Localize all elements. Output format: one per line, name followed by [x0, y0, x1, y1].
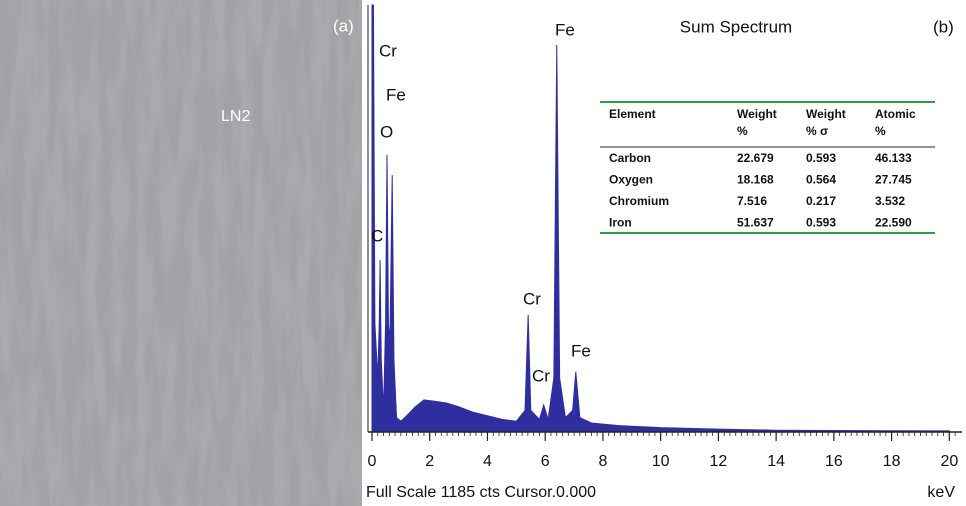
table-cell: 51.637: [737, 216, 774, 230]
footer: Full Scale 1185 cts Cursor.0.000: [366, 484, 596, 501]
peak-label: Fe: [571, 341, 591, 360]
table-subheader: %: [737, 124, 748, 138]
table-subheader: % σ: [806, 124, 828, 138]
table-cell: 7.516: [737, 194, 767, 208]
table-cell: 27.745: [875, 173, 912, 187]
table-cell: Oxygen: [609, 173, 653, 187]
table-cell: 0.564: [806, 173, 836, 187]
table-subheader: %: [875, 124, 886, 138]
x-tick-label: 2: [425, 453, 434, 470]
table-cell: Iron: [609, 216, 632, 230]
peak-label: Fe: [386, 85, 406, 104]
x-tick-label: 8: [598, 453, 607, 470]
x-axis-label: keV: [927, 484, 955, 501]
table-cell: 46.133: [875, 151, 912, 165]
table-header: Atomic: [875, 107, 916, 121]
x-tick-label: 4: [483, 453, 492, 470]
table-cell: 22.679: [737, 151, 774, 165]
x-tick-label: 6: [541, 453, 550, 470]
peak-label: Cr: [532, 366, 550, 385]
peak-label: C: [371, 226, 383, 245]
peak-label: O: [380, 122, 393, 141]
x-tick-label: 18: [883, 453, 901, 470]
panel-label: (b): [933, 17, 954, 36]
peak-label: Fe: [555, 20, 575, 39]
peak-label: Cr: [379, 41, 397, 60]
table-cell: Chromium: [609, 194, 669, 208]
chart-title: Sum Spectrum: [680, 17, 792, 36]
table-header: Weight: [806, 107, 846, 121]
table-header: Element: [609, 107, 656, 121]
x-tick-label: 16: [825, 453, 843, 470]
image-label: LN2: [221, 108, 250, 125]
x-tick-label: 20: [940, 453, 958, 470]
x-tick-label: 10: [652, 453, 670, 470]
table-cell: 22.590: [875, 216, 912, 230]
table-cell: Carbon: [609, 151, 651, 165]
table-header: Weight: [737, 107, 777, 121]
table-rules: [600, 101, 935, 234]
table-cell: 0.217: [806, 194, 836, 208]
x-tick-label: 14: [767, 453, 785, 470]
spectrum-area: [371, 4, 950, 433]
x-tick-label: 0: [368, 453, 377, 470]
table-cell: 0.593: [806, 151, 836, 165]
panel-label: (a): [333, 16, 354, 35]
x-tick-label: 12: [710, 453, 728, 470]
table-cell: 3.532: [875, 194, 905, 208]
sem-image: [0, 0, 362, 506]
peak-label: Cr: [523, 289, 541, 308]
table-cell: 0.593: [806, 216, 836, 230]
table-cell: 18.168: [737, 173, 774, 187]
